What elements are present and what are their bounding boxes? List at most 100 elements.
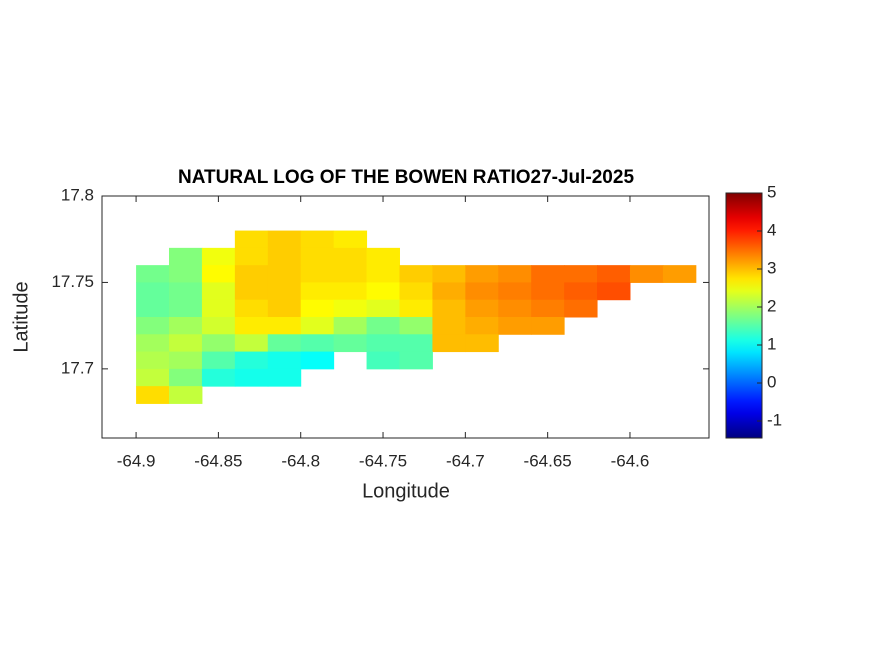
heatmap-cell (399, 282, 433, 301)
heatmap-cell (169, 299, 203, 318)
heatmap-cell (498, 265, 532, 283)
heatmap-cell (300, 230, 335, 249)
heatmap-cell (169, 334, 203, 353)
colorbar-tick-label: 1 (767, 334, 776, 353)
heatmap-cell (399, 317, 433, 335)
colorbar-tick-label: 5 (767, 182, 776, 201)
heatmap-cell (136, 265, 170, 283)
heatmap-cell (234, 282, 269, 301)
colorbar-tick-label: 2 (767, 296, 776, 315)
colorbar (725, 192, 763, 439)
heatmap-cell (201, 247, 236, 266)
heatmap-cell (234, 368, 269, 387)
heatmap-cell (564, 265, 598, 283)
heatmap-cell (267, 247, 302, 266)
heatmap-cell (498, 282, 532, 301)
heatmap-cell (366, 334, 400, 353)
heatmap-cell (432, 299, 466, 318)
heatmap-cell (169, 386, 203, 404)
heatmap-cell (300, 351, 335, 370)
heatmap-cell (498, 317, 532, 335)
heatmap (136, 230, 697, 404)
heatmap-cell (333, 282, 368, 301)
heatmap-cell (531, 299, 565, 318)
heatmap-cell (333, 299, 368, 318)
heatmap-cell (366, 265, 400, 283)
heatmap-cell (201, 299, 236, 318)
heatmap-cell (234, 334, 269, 353)
heatmap-cell (432, 265, 466, 283)
heatmap-cell (267, 368, 302, 387)
heatmap-cell (531, 282, 565, 301)
heatmap-cell (366, 247, 400, 266)
heatmap-cell (267, 230, 302, 249)
heatmap-cell (366, 299, 400, 318)
x-tick-label: -64.7 (446, 451, 485, 470)
heatmap-cell (300, 334, 335, 353)
x-tick-label: -64.8 (281, 451, 320, 470)
colorbar-tick-label: 4 (767, 220, 776, 239)
heatmap-cell (201, 317, 236, 335)
heatmap-cell (366, 351, 400, 370)
heatmap-cell (267, 351, 302, 370)
heatmap-cell (169, 317, 203, 335)
x-tick-label: -64.65 (524, 451, 572, 470)
heatmap-cell (267, 334, 302, 353)
y-axis-label: Latitude (10, 281, 32, 352)
heatmap-cell (234, 230, 269, 249)
heatmap-cell (465, 299, 499, 318)
y-tick-label: 17.75 (51, 272, 94, 291)
heatmap-cell (564, 299, 598, 318)
heatmap-cell (201, 334, 236, 353)
heatmap-cell (465, 334, 499, 353)
heatmap-cell (432, 282, 466, 301)
x-tick-label: -64.9 (117, 451, 156, 470)
heatmap-cell (136, 386, 170, 404)
heatmap-cell (465, 265, 499, 283)
y-tick-label: 17.8 (61, 185, 94, 204)
heatmap-cell (399, 299, 433, 318)
x-tick-label: -64.85 (194, 451, 242, 470)
heatmap-cell (169, 351, 203, 370)
heatmap-cell (136, 282, 170, 301)
heatmap-cell (333, 230, 368, 249)
heatmap-cell (597, 265, 631, 283)
heatmap-cell (300, 247, 335, 266)
heatmap-cell (531, 317, 565, 335)
heatmap-cell (169, 247, 203, 266)
heatmap-cell (597, 282, 631, 301)
heatmap-cell (333, 317, 368, 335)
heatmap-cell (300, 299, 335, 318)
heatmap-cell (136, 368, 170, 387)
axes: -64.9 -64.85 -64.8 -64.75 -64.7 -64.65 -64.6 17… (51, 182, 782, 470)
heatmap-cell (234, 299, 269, 318)
heatmap-cell (267, 282, 302, 301)
heatmap-cell (267, 265, 302, 283)
heatmap-cell (399, 351, 433, 370)
heatmap-cell (300, 265, 335, 283)
y-tick-label: 17.7 (61, 358, 94, 377)
heatmap-cell (201, 351, 236, 370)
x-tick-label: -64.6 (611, 451, 650, 470)
colorbar-tick-label: -1 (767, 410, 782, 429)
heatmap-cell (136, 351, 170, 370)
colorbar-tick-label: 3 (767, 258, 776, 277)
heatmap-cell (432, 334, 466, 353)
heatmap-cell (366, 317, 400, 335)
heatmap-cell (201, 368, 236, 387)
plot-frame (101, 195, 710, 439)
colorbar-tick-label: 0 (767, 372, 776, 391)
heatmap-cell (465, 317, 499, 335)
heatmap-cell (629, 265, 664, 283)
heatmap-cell (267, 317, 302, 335)
chart-title: NATURAL LOG OF THE BOWEN RATIO27-Jul-202… (178, 167, 634, 188)
heatmap-cell (234, 265, 269, 283)
heatmap-cell (234, 351, 269, 370)
x-axis-label: Longitude (362, 480, 450, 502)
heatmap-cell (169, 282, 203, 301)
x-tick-label: -64.75 (359, 451, 407, 470)
heatmap-cell (300, 317, 335, 335)
heatmap-cell (333, 334, 368, 353)
